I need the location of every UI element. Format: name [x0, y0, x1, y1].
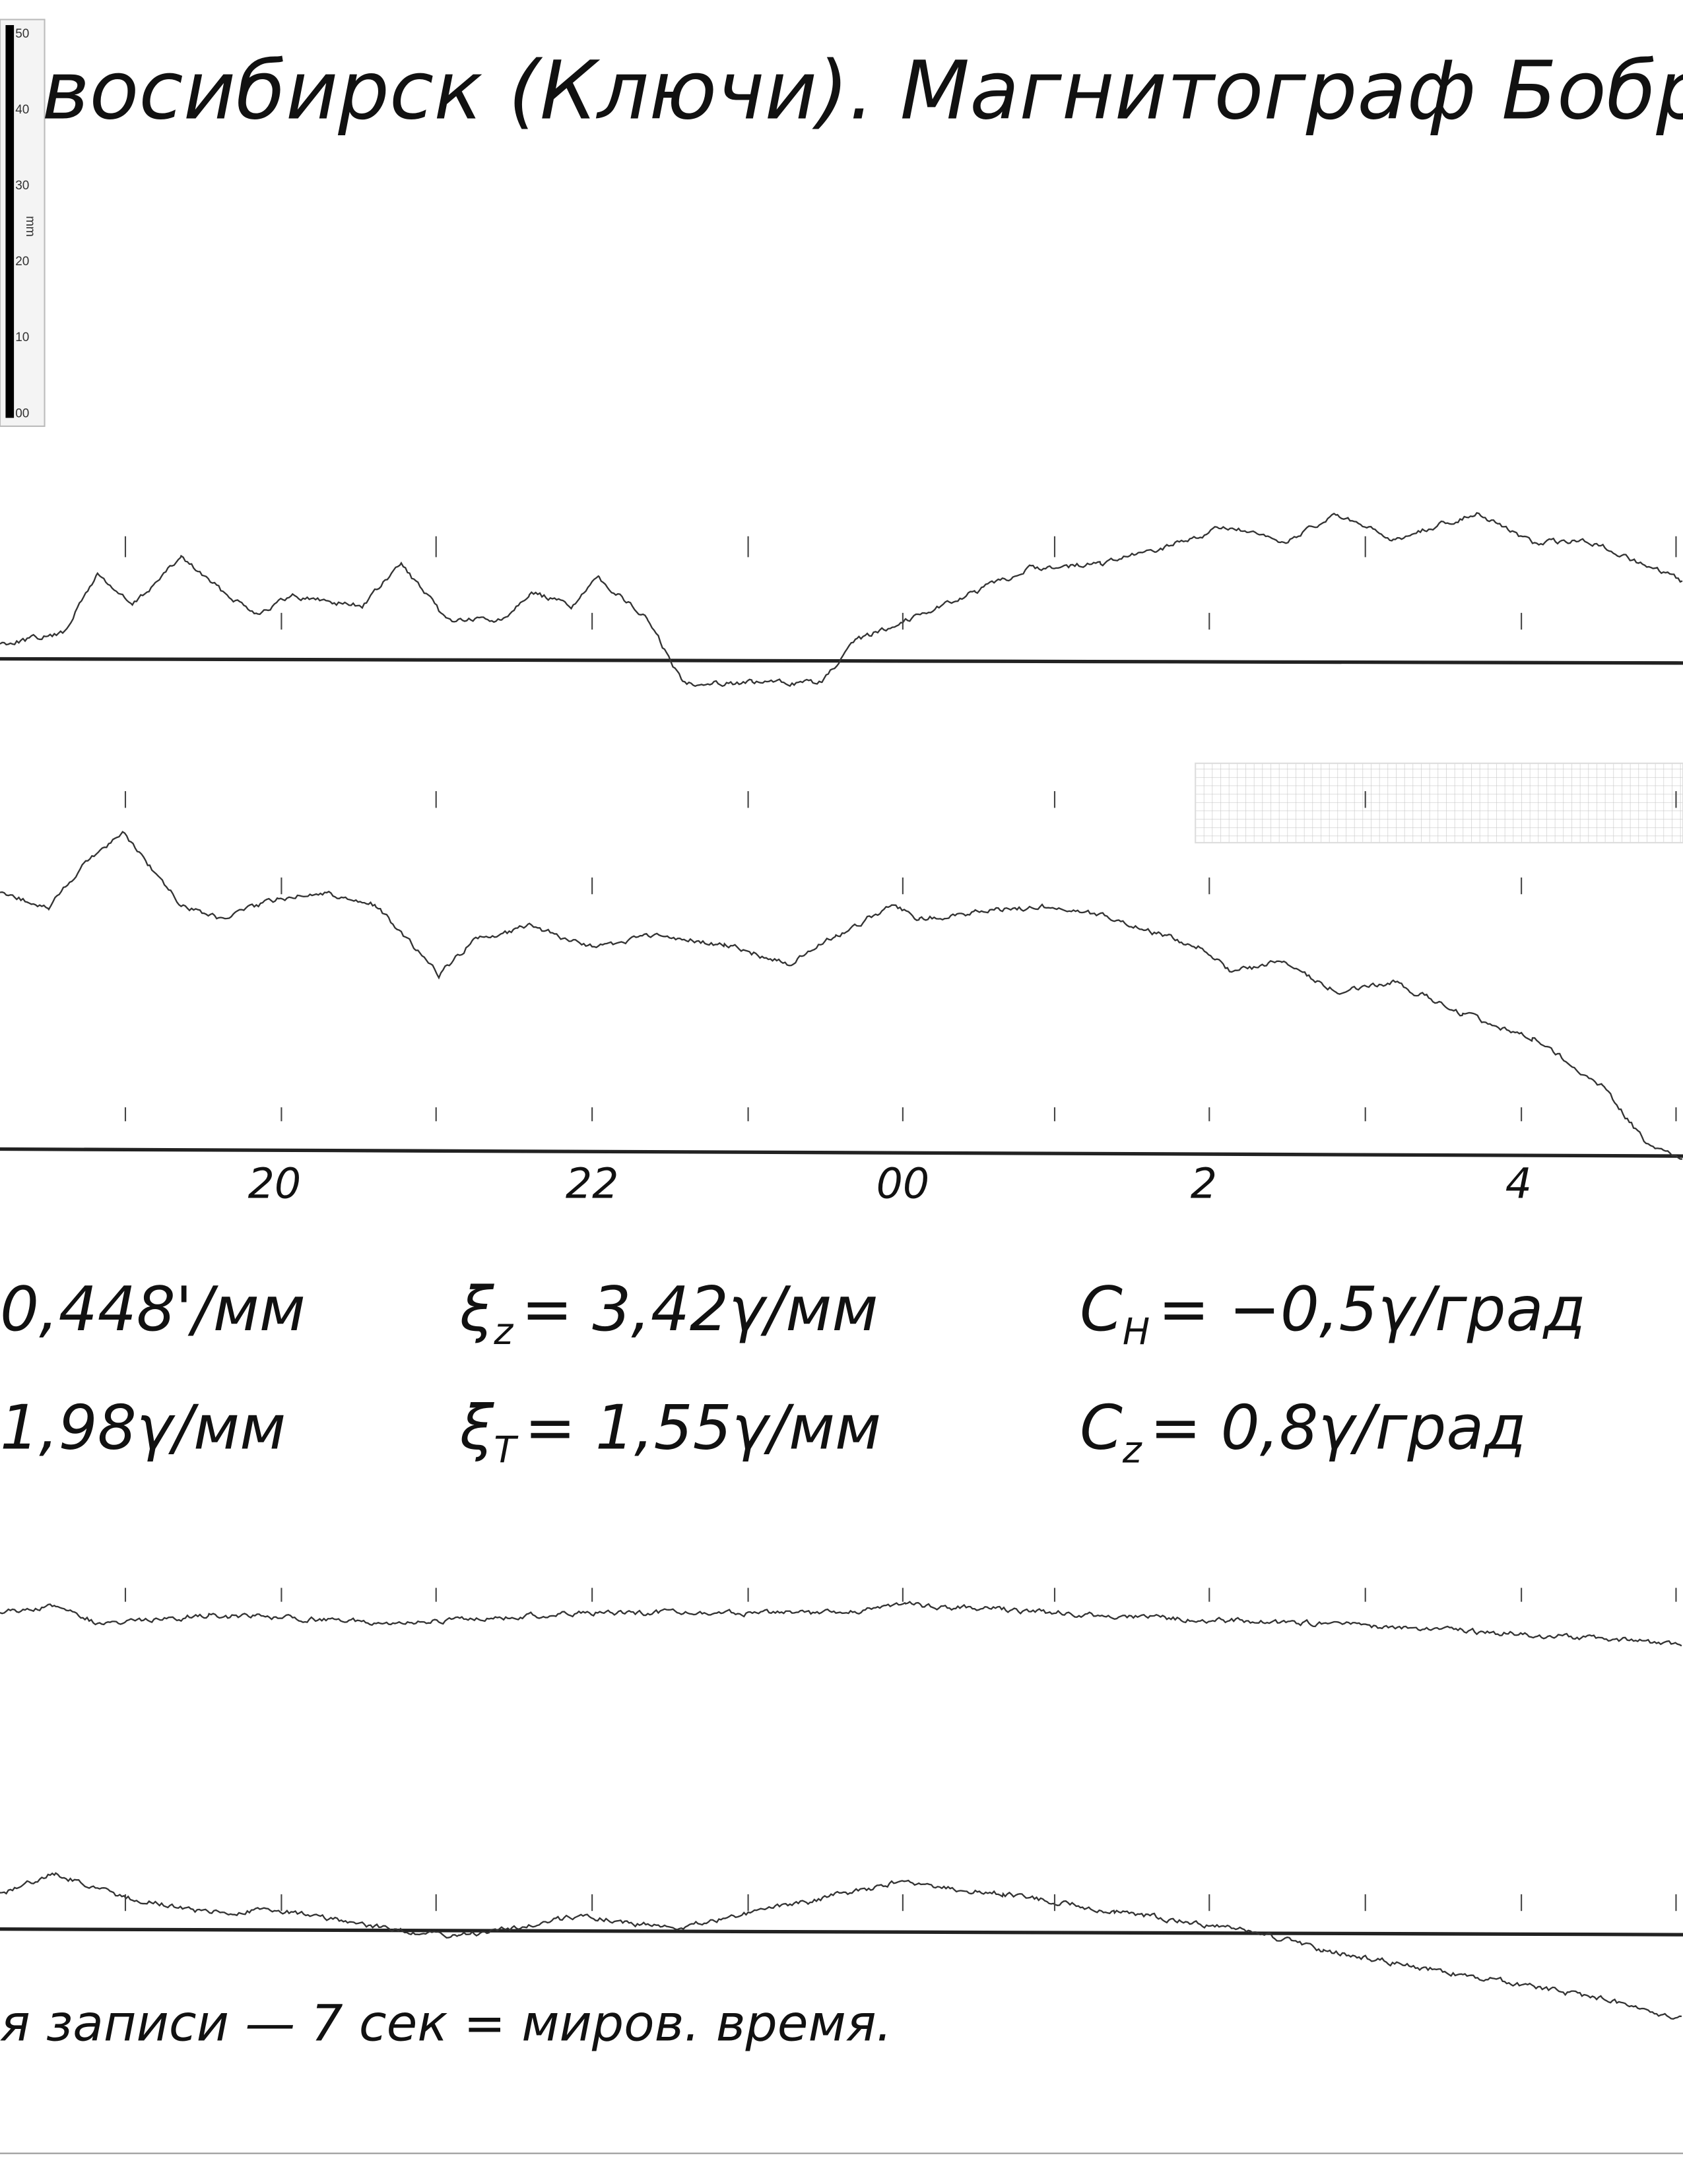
ruler-label: 50	[15, 27, 29, 41]
time-label: 2	[1191, 1159, 1217, 1207]
constant-symbol: ξ	[459, 1392, 495, 1463]
ruler-unit: mm	[23, 216, 37, 237]
ruler-bar	[5, 25, 15, 418]
ruler-label: 30	[15, 179, 29, 193]
constant-subscript: z	[493, 1310, 513, 1353]
ruler-label: 20	[15, 255, 29, 269]
constant: ξz = 3,42γ/мм	[459, 1273, 878, 1353]
constant-symbol: C	[1080, 1392, 1123, 1463]
time-label: 20	[248, 1159, 302, 1207]
constant-subscript: T	[494, 1429, 519, 1471]
constant: 0,448'/мм	[0, 1273, 306, 1345]
time-label: 00	[876, 1159, 930, 1207]
constant-value: = 3,42γ/мм	[521, 1273, 878, 1345]
title: восибирск (Ключи). Магнитограф Бобров	[42, 43, 1683, 137]
constant: Cz = 0,8γ/град	[1080, 1392, 1527, 1471]
constant-symbol: ξ	[459, 1273, 495, 1345]
grid-patch	[1195, 762, 1683, 844]
constant-value: 0,448'/мм	[0, 1273, 306, 1345]
baseline	[0, 1927, 1683, 1937]
constant: CH = −0,5γ/град	[1080, 1273, 1586, 1353]
trace	[0, 1601, 1682, 1647]
trace	[0, 1872, 1682, 2020]
constant: ξT = 1,55γ/мм	[459, 1392, 882, 1471]
constant-subscript: H	[1123, 1310, 1150, 1353]
trace	[0, 511, 1683, 688]
constant-value: = −0,5γ/град	[1158, 1273, 1586, 1345]
trace	[0, 831, 1682, 1160]
constant-value: 1,98γ/мм	[0, 1392, 286, 1463]
ruler-label: 10	[15, 331, 29, 344]
constant-value: = 0,8γ/град	[1150, 1392, 1526, 1463]
constant-value: = 1,55γ/мм	[525, 1392, 882, 1463]
footer-note: я записи — 7 сек = миров. время.	[0, 1994, 892, 2053]
ruler-label: 40	[15, 103, 29, 117]
constant-subscript: z	[1122, 1429, 1142, 1471]
time-label: 22	[566, 1159, 619, 1207]
constant-symbol: C	[1080, 1273, 1123, 1345]
ruler-label: 00	[15, 406, 29, 420]
constant: 1,98γ/мм	[0, 1392, 286, 1463]
baseline	[0, 1147, 1683, 1158]
time-label: 4	[1505, 1159, 1532, 1207]
baseline	[0, 657, 1683, 665]
